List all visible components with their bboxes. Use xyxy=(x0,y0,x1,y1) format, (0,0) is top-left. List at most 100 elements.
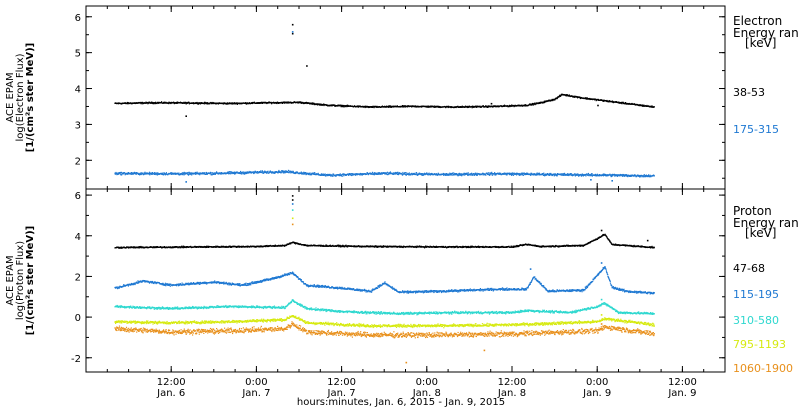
data-point xyxy=(570,173,572,175)
data-point xyxy=(555,175,558,177)
data-point xyxy=(476,174,478,176)
data-point xyxy=(157,172,159,174)
data-point xyxy=(454,106,456,108)
data-point xyxy=(616,174,618,176)
data-point xyxy=(209,173,211,175)
data-point xyxy=(184,173,186,175)
data-point xyxy=(595,98,597,100)
data-point xyxy=(419,172,421,175)
data-point xyxy=(340,175,342,177)
data-point xyxy=(376,172,378,174)
data-point xyxy=(539,102,541,104)
data-point xyxy=(506,172,508,174)
data-point xyxy=(638,174,640,176)
data-point xyxy=(463,172,466,174)
data-point xyxy=(498,173,500,175)
data-point xyxy=(545,100,547,102)
data-point xyxy=(549,172,551,175)
data-point xyxy=(170,246,172,248)
data-point xyxy=(521,172,523,174)
data-point xyxy=(525,172,528,174)
data-point xyxy=(243,173,245,175)
data-point xyxy=(241,173,243,175)
data-point xyxy=(461,175,463,177)
data-point xyxy=(190,245,192,247)
data-point xyxy=(424,246,426,248)
data-point xyxy=(177,172,179,174)
data-point xyxy=(153,172,155,174)
data-point xyxy=(559,94,561,96)
data-point xyxy=(319,244,321,246)
data-point xyxy=(242,173,244,175)
data-point xyxy=(522,174,524,176)
data-point xyxy=(325,245,327,247)
data-point xyxy=(342,173,344,175)
data-point xyxy=(434,173,436,175)
data-point xyxy=(301,102,303,104)
data-point xyxy=(525,104,527,106)
data-point xyxy=(623,174,625,176)
data-point xyxy=(359,174,361,176)
data-point xyxy=(645,175,647,178)
data-point xyxy=(206,245,208,247)
data-point xyxy=(453,246,455,248)
data-point xyxy=(384,173,386,175)
data-point xyxy=(582,174,584,177)
data-point xyxy=(525,173,527,175)
data-point xyxy=(402,105,404,107)
data-point xyxy=(649,175,651,177)
data-point xyxy=(138,246,140,248)
data-point xyxy=(264,102,266,104)
data-point xyxy=(500,172,502,174)
data-point xyxy=(248,170,250,173)
data-point xyxy=(489,173,491,175)
y-tick-label: -2 xyxy=(71,354,81,365)
data-point xyxy=(494,246,497,248)
data-point xyxy=(181,173,183,175)
data-point xyxy=(148,171,151,173)
data-point xyxy=(276,102,278,105)
data-point xyxy=(219,172,221,174)
data-point xyxy=(283,244,285,246)
data-point xyxy=(138,247,140,249)
data-point xyxy=(326,175,329,177)
data-point xyxy=(306,245,308,247)
data-point xyxy=(277,172,279,174)
data-point xyxy=(142,172,144,174)
data-point xyxy=(232,172,234,174)
data-point xyxy=(200,102,202,104)
data-point xyxy=(288,172,290,174)
data-point xyxy=(183,245,185,248)
y-axis-label-line: ACE EPAM xyxy=(5,72,16,122)
data-point xyxy=(596,175,598,177)
data-point xyxy=(595,174,598,176)
data-point xyxy=(360,174,362,176)
data-point xyxy=(458,174,460,176)
data-point xyxy=(375,106,377,108)
data-point xyxy=(382,172,384,174)
data-point xyxy=(550,172,552,175)
data-point xyxy=(571,95,574,97)
data-point xyxy=(316,103,318,105)
data-point xyxy=(375,245,377,247)
data-point xyxy=(389,171,391,173)
data-point xyxy=(329,174,331,176)
data-point xyxy=(215,103,217,105)
data-point xyxy=(407,106,409,108)
data-point xyxy=(498,105,500,107)
data-point xyxy=(185,247,187,249)
data-point xyxy=(460,174,462,176)
data-point xyxy=(637,175,639,177)
data-point xyxy=(205,102,207,104)
data-point xyxy=(157,101,159,103)
data-point xyxy=(175,102,177,104)
data-point xyxy=(570,174,572,176)
data-point xyxy=(283,101,285,103)
data-point xyxy=(380,245,382,247)
data-point xyxy=(262,102,264,104)
data-point xyxy=(215,245,217,247)
data-point xyxy=(332,175,334,177)
data-point xyxy=(604,174,606,176)
data-point xyxy=(203,172,206,175)
data-point xyxy=(386,173,388,176)
